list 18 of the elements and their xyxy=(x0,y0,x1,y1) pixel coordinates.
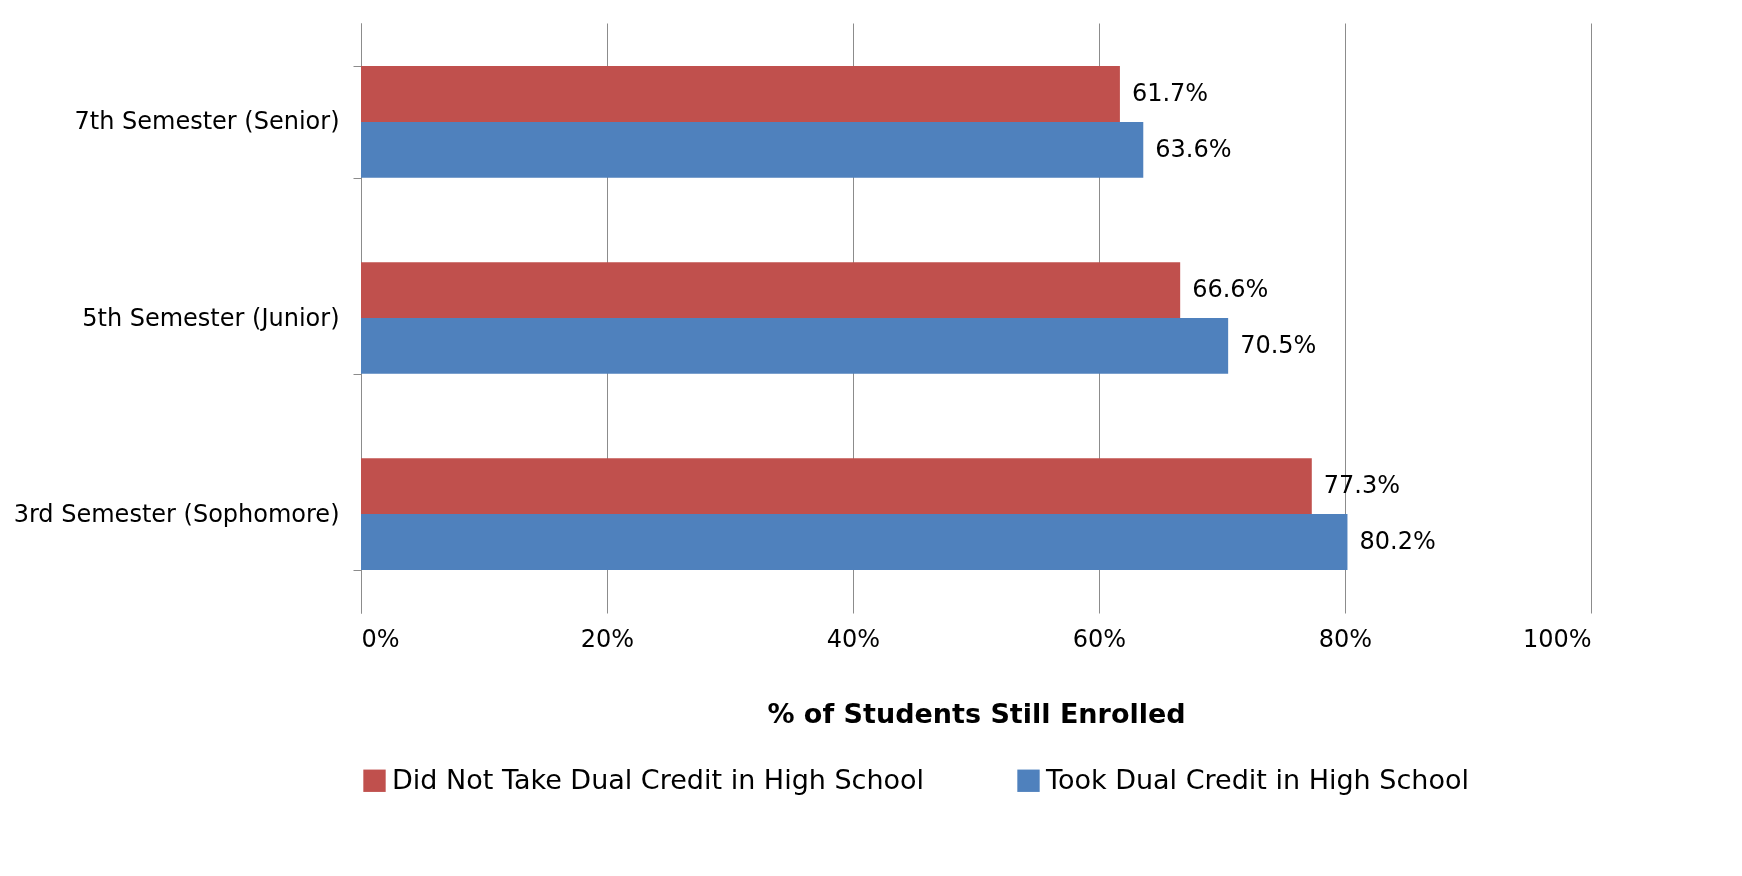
data-label: 61.7% xyxy=(1131,79,1209,108)
x-axis-title: % of Students Still Enrolled xyxy=(767,697,1186,729)
x-tick-label: 80% xyxy=(1318,624,1373,653)
data-label: 70.5% xyxy=(1240,330,1317,359)
legend-label: Took Dual Credit in High School xyxy=(1045,763,1469,795)
x-tick-label: 0% xyxy=(361,624,400,653)
y-tick-label: 3rd Semester (Sophomore) xyxy=(13,499,340,528)
y-tick-label: 5th Semester (Junior) xyxy=(82,303,340,332)
legend-label: Did Not Take Dual Credit in High School xyxy=(392,763,925,795)
x-tick-label: 60% xyxy=(1072,624,1127,653)
data-label: 63.6% xyxy=(1155,134,1232,163)
data-label: 80.2% xyxy=(1359,526,1436,555)
x-tick-label: 100% xyxy=(1522,624,1592,653)
x-tick-label: 40% xyxy=(826,624,881,653)
x-tick-label: 20% xyxy=(580,624,635,653)
y-tick-label: 7th Semester (Senior) xyxy=(74,107,340,136)
data-label: 77.3% xyxy=(1323,471,1401,500)
data-label: 66.6% xyxy=(1192,275,1269,304)
